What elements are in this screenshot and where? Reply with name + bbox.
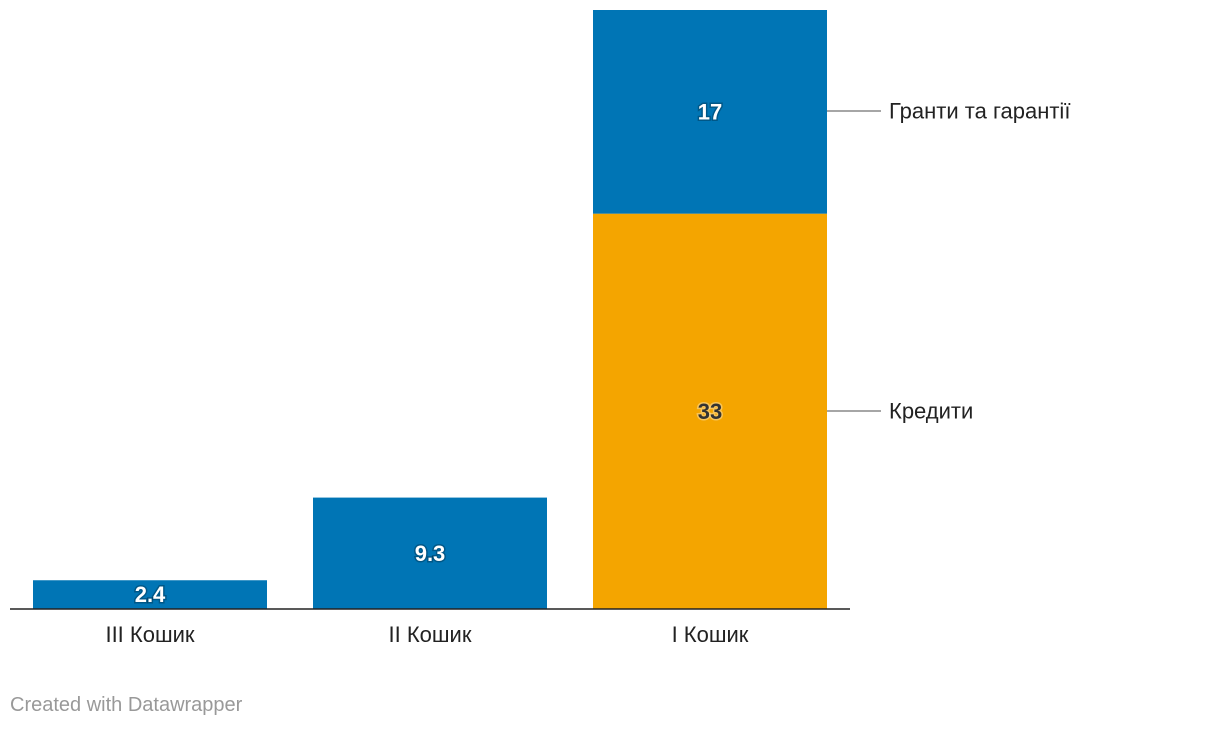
bar-segment-3-2 xyxy=(593,10,827,214)
data-label-2: 9.3 xyxy=(415,541,446,566)
category-label-3: I Кошик xyxy=(672,622,749,647)
data-label-4: 33 xyxy=(698,399,722,424)
category-labels-group: III Кошик II Кошик I Кошик xyxy=(105,622,748,647)
credit-text: Created with Datawrapper xyxy=(10,694,243,716)
legend-group: Кредити Гранти та гарантії xyxy=(827,99,1070,424)
category-label-1: III Кошик xyxy=(105,622,194,647)
data-label-1: 2.4 xyxy=(135,582,166,607)
data-label-3: 17 xyxy=(698,99,722,124)
bars-group xyxy=(33,10,827,609)
bar-segment-1-2 xyxy=(33,580,267,609)
legend-label-grants-and-guarantees: Гранти та гарантії xyxy=(889,99,1070,124)
data-labels-group: 2.4 9.3 17 33 xyxy=(133,98,724,609)
legend-label-credits: Кредити xyxy=(889,399,973,424)
category-label-2: II Кошик xyxy=(389,622,472,647)
bar-segment-3-1 xyxy=(593,213,827,609)
bar-segment-2-2 xyxy=(313,497,547,609)
